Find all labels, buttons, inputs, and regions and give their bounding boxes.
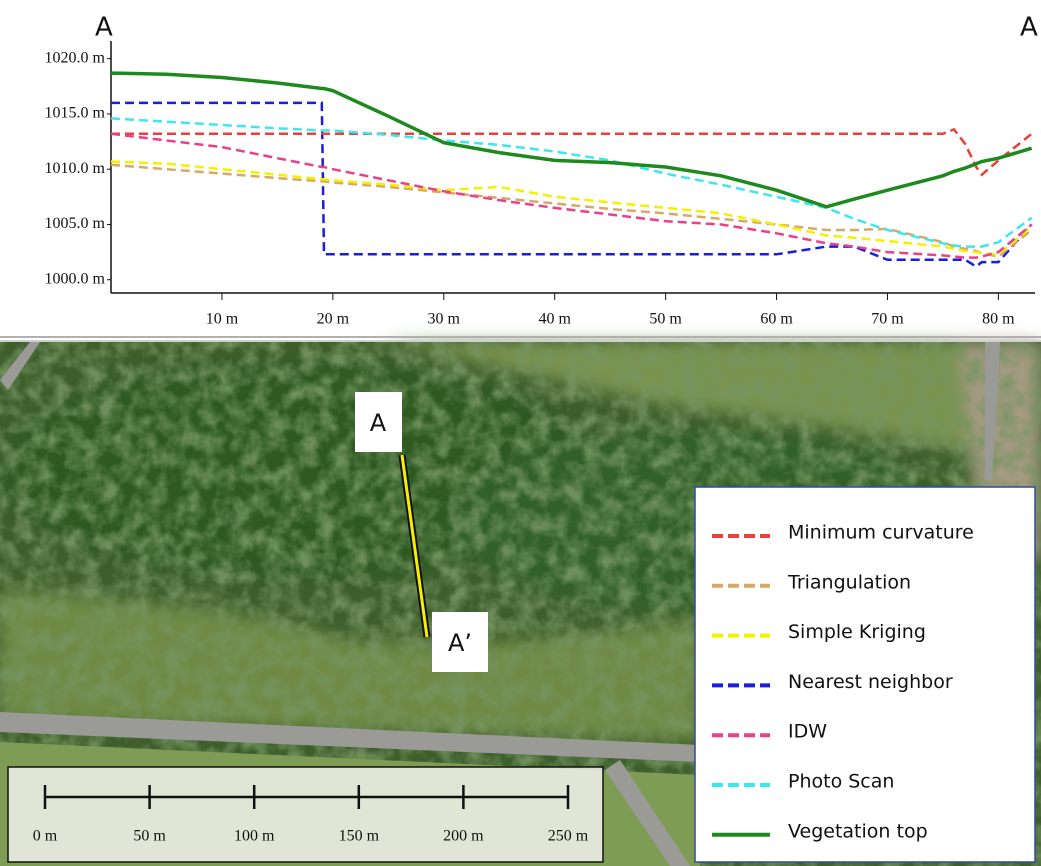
legend (694, 486, 1036, 863)
legend-label: Minimum curvature (788, 522, 974, 544)
map-label: A (370, 409, 387, 437)
y-tick-label: 1000.0 m (45, 270, 106, 287)
x-tick-label: 30 m (428, 311, 461, 328)
legend-label: Photo Scan (788, 771, 894, 793)
y-tick-label: 1020.0 m (45, 49, 106, 66)
legend-label: IDW (788, 721, 827, 743)
legend-label: Vegetation top (788, 820, 928, 842)
x-tick-label: 50 m (649, 311, 682, 328)
profile-label: A (1020, 13, 1038, 43)
x-tick-label: 40 m (538, 311, 571, 328)
y-tick-label: 1015.0 m (45, 105, 106, 122)
x-tick-label: 80 m (982, 311, 1015, 328)
x-tick-label: 60 m (760, 311, 793, 328)
x-tick-label: 10 m (206, 311, 239, 328)
series-line (110, 71, 1033, 209)
scale-bar-label: 200 m (443, 828, 484, 845)
profile-label: A (95, 13, 113, 43)
series-line (110, 132, 1033, 259)
series-line (110, 160, 1033, 256)
scale-bar-label: 100 m (234, 828, 275, 845)
scale-bar-label: 0 m (33, 828, 58, 845)
scale-bar-box (7, 766, 604, 863)
x-tick-label: 20 m (317, 311, 350, 328)
scale-bar-label: 150 m (339, 828, 380, 845)
chart-background (0, 0, 1041, 335)
scale-bar-label: 250 m (548, 828, 589, 845)
series-line (110, 163, 1033, 258)
map-label: A’ (448, 629, 472, 657)
x-tick-label: 70 m (871, 311, 904, 328)
series-line (111, 101, 1033, 269)
scale-bar-label: 50 m (133, 828, 166, 845)
y-tick-label: 1010.0 m (45, 160, 106, 177)
legend-label: Triangulation (787, 571, 911, 593)
series-line (111, 127, 1033, 177)
legend-label: Simple Kriging (788, 621, 926, 643)
series-line (110, 117, 1033, 248)
y-tick-label: 1005.0 m (45, 215, 106, 232)
legend-label: Nearest neighbor (788, 671, 953, 693)
